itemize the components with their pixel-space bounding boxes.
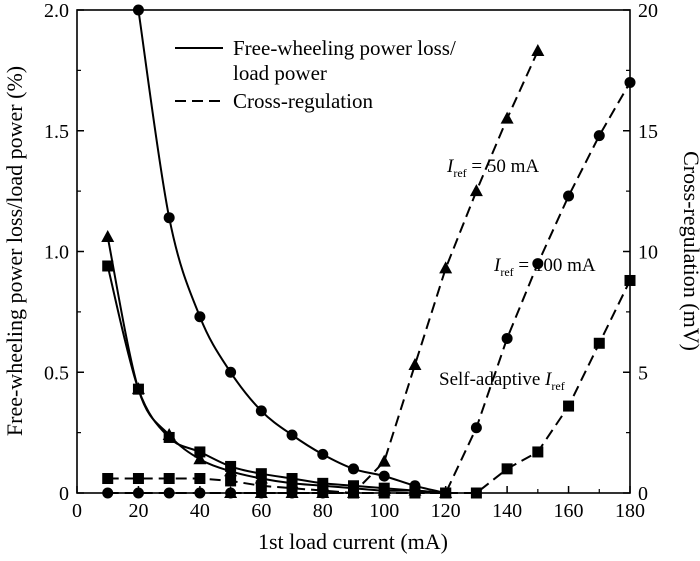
square-marker: [624, 274, 636, 286]
legend: Free-wheeling power loss/ load power Cro…: [175, 36, 456, 113]
triangle-marker: [500, 111, 514, 124]
circle-marker: [163, 212, 175, 224]
circle-marker: [470, 422, 482, 434]
square-marker: [409, 487, 421, 499]
circle-marker: [563, 190, 575, 202]
x-tick-label: 80: [313, 500, 333, 522]
y-axis-left-title: Free-wheeling power loss/load power (%): [2, 66, 27, 436]
x-tick-label: 60: [251, 500, 271, 522]
circle-marker: [532, 258, 544, 270]
y-left-tick-label: 0: [59, 483, 69, 505]
circle-marker: [132, 4, 144, 16]
circle-marker: [225, 487, 237, 499]
circle-marker: [163, 487, 175, 499]
square-marker: [225, 475, 237, 487]
square-marker: [286, 482, 298, 494]
square-marker: [593, 337, 605, 349]
annotation-self-adaptive: Self-adaptive Iref: [439, 369, 565, 393]
y-right-tick-label: 20: [638, 0, 658, 22]
circle-marker: [194, 311, 206, 323]
square-marker: [501, 463, 513, 475]
x-tick-label: 140: [492, 500, 522, 522]
square-marker: [286, 473, 298, 485]
triangle-marker: [408, 358, 422, 371]
square-marker: [194, 473, 206, 485]
square-marker: [563, 400, 575, 412]
y-left-tick-label: 0.5: [44, 362, 69, 384]
circle-marker: [501, 332, 513, 344]
circle-marker: [378, 470, 390, 482]
square-marker: [317, 485, 329, 497]
circle-marker: [102, 487, 114, 499]
x-axis-title: 1st load current (mA): [258, 529, 448, 554]
y-axis-right-title: Cross-regulation (mV): [679, 151, 700, 351]
x-tick-label: 180: [615, 500, 645, 522]
circle-marker: [624, 76, 636, 88]
triangle-marker: [377, 454, 391, 467]
square-marker: [440, 487, 452, 499]
annotation-iref-100: Iref = 100 mA: [493, 255, 596, 279]
square-marker: [532, 446, 544, 458]
square-marker: [132, 383, 144, 395]
y-right-tick-label: 5: [638, 362, 648, 384]
legend-label-power-loss-line2: load power: [233, 61, 327, 85]
legend-label-cross-regulation: Cross-regulation: [233, 89, 373, 113]
y-left-tick-label: 1.0: [44, 242, 69, 264]
circle-marker: [286, 429, 298, 441]
circle-marker: [593, 130, 605, 142]
square-marker: [225, 460, 237, 472]
triangle-marker: [439, 261, 453, 274]
x-tick-label: 20: [128, 500, 148, 522]
y-right-tick-label: 10: [638, 242, 658, 264]
y-left-tick-label: 1.5: [44, 121, 69, 143]
x-tick-label: 160: [554, 500, 584, 522]
circle-marker: [225, 366, 237, 378]
x-tick-label: 100: [369, 500, 399, 522]
series-dashed-square: [102, 274, 636, 499]
triangle-marker: [531, 44, 545, 57]
triangle-marker: [101, 230, 115, 243]
annotation-iref-50: Iref = 50 mA: [446, 156, 539, 180]
x-tick-label: 40: [190, 500, 210, 522]
square-marker: [163, 431, 175, 443]
y-right-tick-label: 15: [638, 121, 658, 143]
square-marker: [378, 487, 390, 499]
circle-marker: [317, 448, 329, 460]
square-marker: [348, 487, 359, 499]
square-marker: [102, 260, 114, 272]
square-marker: [317, 477, 329, 489]
square-marker: [132, 473, 144, 485]
square-marker: [163, 473, 175, 485]
square-marker: [470, 487, 482, 499]
x-tick-label: 0: [72, 500, 82, 522]
square-marker: [102, 473, 114, 485]
x-tick-label: 120: [431, 500, 461, 522]
y-right-tick-label: 0: [638, 483, 648, 505]
triangle-marker: [469, 184, 483, 197]
triangle-marker: [193, 452, 207, 465]
square-marker: [255, 480, 267, 492]
y-left-tick-label: 2.0: [44, 0, 69, 22]
circle-marker: [194, 487, 206, 499]
square-marker: [194, 446, 206, 458]
circle-marker: [132, 487, 144, 499]
square-marker: [255, 468, 267, 480]
circle-marker: [348, 463, 359, 475]
circle-marker: [255, 405, 267, 417]
square-marker: [348, 480, 359, 492]
legend-label-power-loss-line1: Free-wheeling power loss/: [233, 36, 456, 60]
